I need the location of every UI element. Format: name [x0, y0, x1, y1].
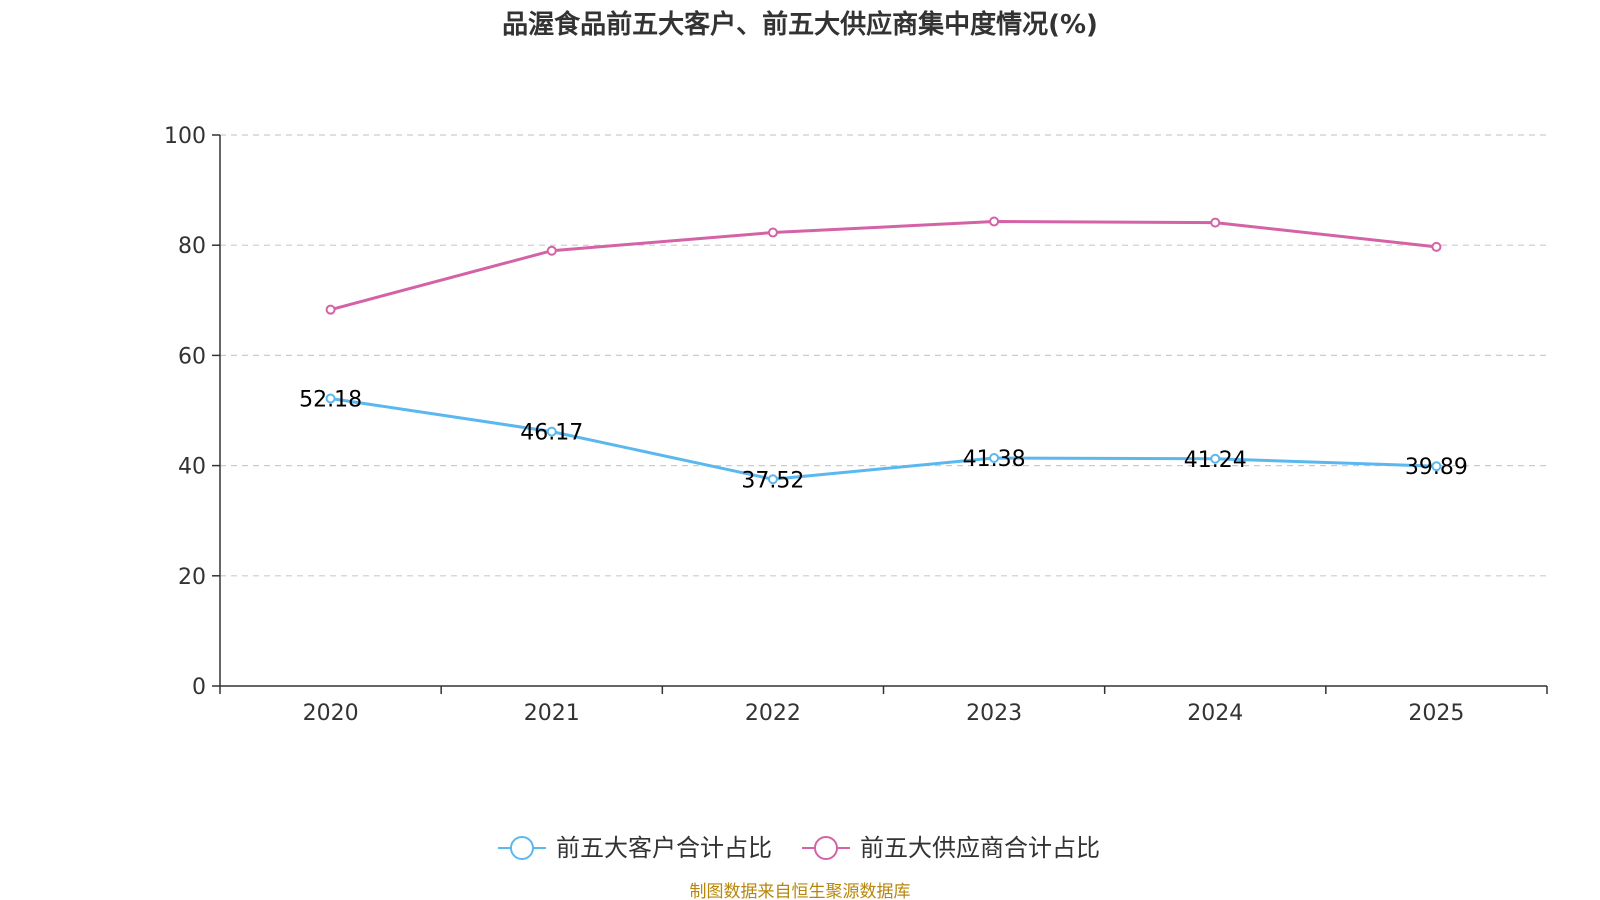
axes: 0 20 40 60 80 100 2020 2021 2022 2023 2024 2025	[164, 124, 1548, 726]
data-label: 41.24	[1184, 448, 1247, 473]
series-2	[325, 216, 1442, 315]
data-point	[1431, 461, 1442, 472]
data-point	[325, 304, 336, 315]
data-point	[546, 426, 557, 437]
data-point	[1210, 453, 1221, 464]
data-label: 46.17	[520, 421, 583, 446]
grid-lines	[220, 134, 1547, 577]
y-tick-label: 40	[178, 455, 206, 480]
data-labels: 52.18 46.17 37.52 41.38 41.24 39.89	[299, 387, 1468, 493]
legend-label: 前五大供应商合计占比	[860, 834, 1100, 862]
series-1	[325, 393, 1442, 485]
legend-item-2[interactable]: 前五大供应商合计占比	[802, 834, 1100, 862]
legend-label: 前五大客户合计占比	[556, 834, 772, 862]
x-tick-label: 2020	[303, 701, 359, 726]
data-point	[989, 452, 1000, 463]
y-tick-label: 60	[178, 344, 206, 369]
y-tick-label: 0	[192, 675, 206, 700]
data-point	[1431, 241, 1442, 252]
data-point	[767, 227, 778, 238]
y-tick-label: 80	[178, 234, 206, 259]
x-tick-label: 2023	[966, 701, 1022, 726]
legend[interactable]: 前五大客户合计占比 前五大供应商合计占比	[498, 834, 1100, 862]
data-label: 52.18	[299, 387, 362, 412]
x-tick-label: 2022	[745, 701, 801, 726]
source-note: 制图数据来自恒生聚源数据库	[690, 882, 911, 900]
data-point	[546, 245, 557, 256]
data-label: 37.52	[741, 468, 804, 493]
series-line	[330, 397, 1437, 481]
data-point	[767, 474, 778, 485]
data-point	[1210, 217, 1221, 228]
y-tick-label: 20	[178, 565, 206, 590]
series-layer	[325, 216, 1442, 485]
legend-item-1[interactable]: 前五大客户合计占比	[498, 834, 772, 862]
data-label: 41.38	[963, 447, 1026, 472]
y-tick-label: 100	[164, 124, 206, 149]
data-point	[325, 393, 336, 404]
legend-marker-icon	[510, 836, 534, 860]
legend-marker-icon	[814, 836, 838, 860]
data-label: 39.89	[1405, 455, 1468, 480]
series-line	[330, 220, 1437, 312]
chart-title: 品渥食品前五大客户、前五大供应商集中度情况(%)	[502, 9, 1098, 40]
x-tick-label: 2025	[1408, 701, 1464, 726]
x-tick-label: 2024	[1187, 701, 1243, 726]
x-tick-label: 2021	[524, 701, 580, 726]
data-point	[989, 216, 1000, 227]
